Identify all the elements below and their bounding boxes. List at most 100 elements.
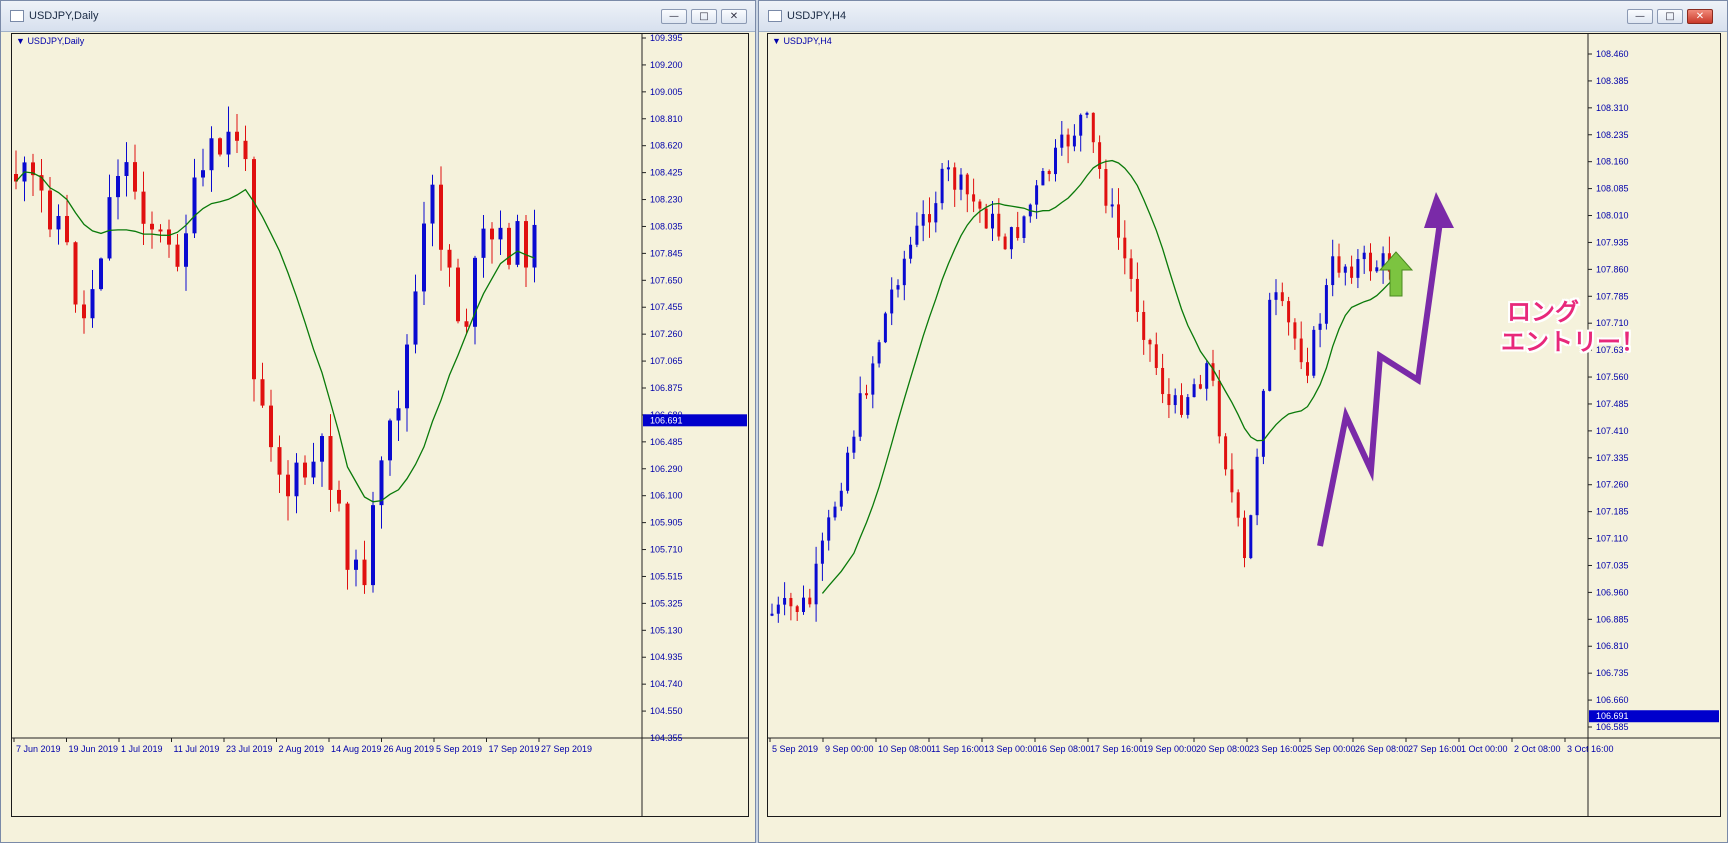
candle-body: [532, 224, 537, 268]
price-label: 106.100: [650, 491, 683, 501]
date-label: 1 Oct 00:00: [1461, 744, 1508, 754]
candle-body: [1224, 436, 1228, 470]
candle-body: [789, 597, 793, 607]
chart-window-icon: [10, 10, 24, 22]
candle-body: [158, 229, 163, 232]
current-price-label: 106.691: [1596, 711, 1629, 721]
candle-body: [928, 214, 931, 223]
candle-body: [1110, 204, 1114, 207]
candle-body: [116, 175, 120, 198]
date-label: 13 Sep 00:00: [984, 744, 1038, 754]
maximize-icon: □: [699, 11, 709, 22]
candle-body: [833, 506, 837, 518]
candle-body: [1350, 266, 1354, 278]
candle-body: [277, 447, 282, 475]
price-label: 108.085: [1596, 184, 1629, 194]
date-label: 16 Sep 08:00: [1037, 744, 1091, 754]
candle-body: [1123, 237, 1127, 259]
right-titlebar[interactable]: USDJPY,H4 — □ ✕: [759, 1, 1727, 32]
price-label: 107.035: [1596, 560, 1629, 570]
candle-body: [1054, 147, 1057, 175]
right-symbol-label: ▼ USDJPY,H4: [772, 36, 832, 46]
candle-body: [184, 233, 188, 267]
candle-body: [252, 159, 256, 380]
candle-body: [1104, 169, 1108, 206]
candle-body: [498, 227, 503, 240]
left-titlebar[interactable]: USDJPY,Daily — □ ✕: [1, 1, 755, 32]
candle-body: [269, 405, 273, 448]
price-label: 107.860: [1596, 264, 1629, 274]
candle-body: [464, 321, 469, 327]
maximize-icon: □: [1665, 11, 1675, 22]
candle-body: [1261, 390, 1265, 457]
dropdown-triangle-icon[interactable]: ▼: [772, 36, 781, 46]
price-label: 108.385: [1596, 76, 1629, 86]
date-label: 2 Aug 2019: [279, 744, 325, 754]
left-chart-window[interactable]: USDJPY,Daily — □ ✕ 109.395 109.200 109.005…: [0, 0, 756, 843]
candle-body: [1299, 338, 1303, 363]
date-label: 5 Sep 2019: [772, 744, 818, 754]
date-label: 25 Sep 00:00: [1302, 744, 1356, 754]
candle-body: [1091, 112, 1095, 143]
maximize-button[interactable]: □: [691, 9, 717, 24]
candle-body: [345, 503, 350, 570]
candle-body: [447, 249, 452, 268]
price-label: 107.935: [1596, 237, 1629, 247]
date-label: 23 Jul 2019: [226, 744, 273, 754]
candle-body: [328, 436, 333, 490]
candle-body: [371, 505, 375, 586]
date-label: 17 Sep 2019: [489, 744, 540, 754]
candle-body: [439, 184, 443, 250]
price-label: 107.635: [1596, 345, 1629, 355]
candle-body: [1287, 301, 1291, 323]
maximize-button[interactable]: □: [1657, 9, 1683, 24]
price-label: 105.130: [650, 625, 683, 635]
candle-body: [820, 540, 824, 564]
candle-body: [1236, 492, 1240, 518]
date-label: 19 Jun 2019: [69, 744, 119, 754]
price-label: 106.585: [1596, 722, 1629, 732]
right-chart-area[interactable]: 108.460 108.385 108.310 108.235 108.160 108.0…: [767, 33, 1721, 817]
candle-body: [972, 194, 976, 202]
candle-body: [1066, 134, 1070, 147]
minimize-button[interactable]: —: [1627, 9, 1653, 24]
candle-body: [877, 342, 881, 364]
candle-body: [354, 559, 358, 570]
candle-body: [507, 227, 511, 265]
candle-body: [959, 174, 963, 190]
candle-body: [1041, 170, 1045, 186]
candle-body: [481, 228, 486, 258]
price-label: 106.810: [1596, 641, 1629, 651]
close-button[interactable]: ✕: [721, 9, 747, 24]
price-label: 105.905: [650, 518, 683, 528]
price-label: 108.425: [650, 168, 683, 178]
left-candles: 109.395 109.200 109.005 108.810 108.620 108.4…: [12, 34, 748, 816]
price-label: 105.710: [650, 545, 683, 555]
candle-body: [235, 131, 239, 141]
candle-body: [915, 225, 919, 245]
candle-body: [243, 140, 248, 160]
candle-body: [978, 201, 982, 209]
candle-body: [991, 213, 994, 229]
date-label: 10 Sep 08:00: [878, 744, 932, 754]
candle-body: [1098, 142, 1102, 170]
candle-body: [1343, 266, 1347, 273]
candle-body: [1249, 515, 1253, 559]
price-label: 107.335: [1596, 453, 1629, 463]
left-symbol-label: ▼ USDJPY,Daily: [16, 36, 85, 46]
right-chart-window[interactable]: USDJPY,H4 — □ ✕ 108.460 108.385 108.310 108…: [758, 0, 1728, 843]
close-button[interactable]: ✕: [1687, 9, 1713, 24]
candle-body: [934, 203, 938, 223]
green-up-arrow-icon: [1378, 251, 1414, 297]
candle-body: [852, 436, 856, 453]
minimize-button[interactable]: —: [661, 9, 687, 24]
candle-body: [1268, 299, 1272, 391]
candle-body: [883, 313, 887, 343]
left-chart-area[interactable]: 109.395 109.200 109.005 108.810 108.620 108.4…: [11, 33, 749, 817]
candle-body: [396, 408, 401, 421]
candle-body: [201, 170, 205, 178]
dropdown-triangle-icon[interactable]: ▼: [16, 36, 25, 46]
right-window-title: USDJPY,H4: [787, 10, 847, 22]
price-label: 107.710: [1596, 318, 1629, 328]
candle-body: [814, 563, 818, 605]
